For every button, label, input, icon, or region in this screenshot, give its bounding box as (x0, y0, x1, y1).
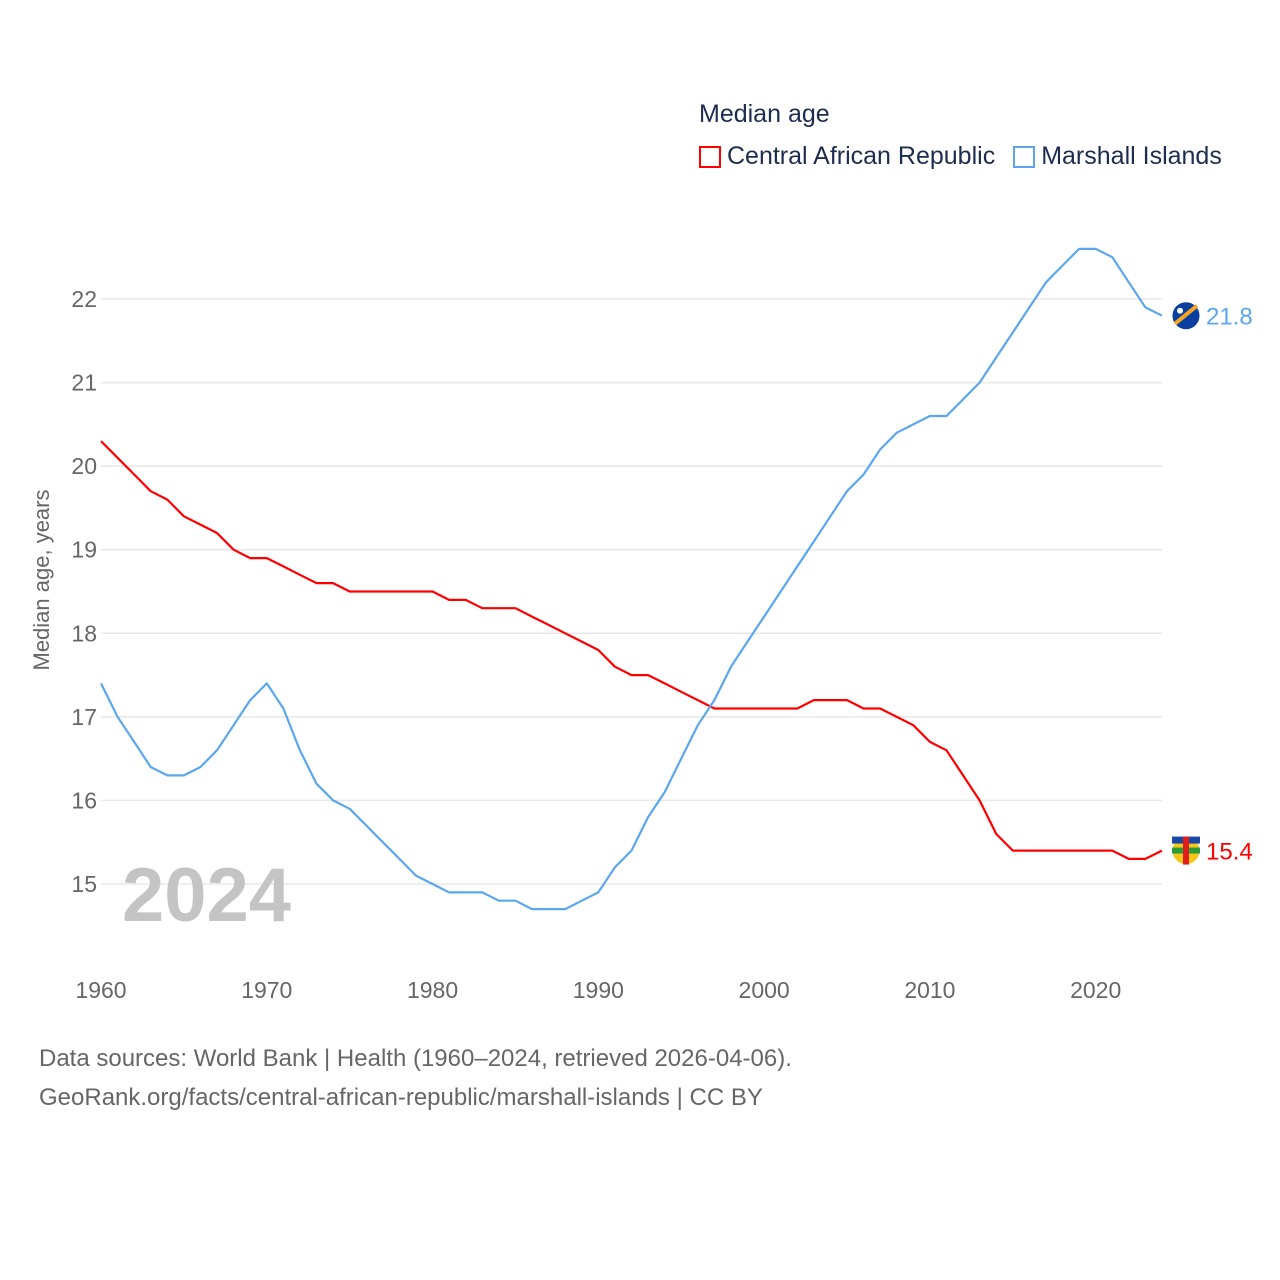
x-tick-label: 2000 (739, 977, 790, 1003)
y-tick-label: 15 (71, 871, 97, 897)
y-axis-label: Median age, years (29, 489, 54, 671)
source-note: Data sources: World Bank | Health (1960–… (39, 1045, 792, 1072)
x-tick-label: 1970 (241, 977, 292, 1003)
y-tick-label: 22 (71, 286, 97, 312)
y-tick-label: 21 (71, 370, 97, 396)
legend-title: Median age (699, 100, 830, 128)
year-watermark: 2024 (122, 853, 292, 938)
legend: Central African Republic Marshall Island… (699, 142, 1240, 171)
end-value-label: 21.8 (1206, 304, 1253, 331)
y-tick-label: 16 (71, 787, 97, 813)
y-tick-label: 18 (71, 620, 97, 646)
legend-swatch-marshall (1013, 145, 1036, 168)
flag-stripe (1173, 304, 1199, 326)
x-tick-label: 2020 (1070, 977, 1121, 1003)
x-tick-label: 2010 (904, 977, 955, 1003)
legend-item-car[interactable]: Central African Republic (699, 142, 995, 171)
x-tick-label: 1960 (75, 977, 126, 1003)
y-tick-label: 20 (71, 453, 97, 479)
x-tick-label: 1990 (573, 977, 624, 1003)
flag-star (1177, 307, 1183, 314)
y-tick-label: 19 (71, 537, 97, 563)
x-tick-label: 1980 (407, 977, 458, 1003)
series-line-1 (100, 247, 1163, 911)
legend-label-car: Central African Republic (727, 142, 996, 170)
legend-label-marshall: Marshall Islands (1041, 142, 1222, 170)
end-value-label: 15.4 (1206, 839, 1253, 866)
legend-swatch-car (699, 145, 721, 168)
flag-stripe (1183, 836, 1189, 865)
series-line-0 (100, 440, 1163, 860)
legend-item-marshall[interactable]: Marshall Islands (1013, 142, 1222, 171)
source-url[interactable]: GeoRank.org/facts/central-african-republ… (39, 1084, 763, 1111)
y-tick-label: 17 (71, 704, 97, 730)
